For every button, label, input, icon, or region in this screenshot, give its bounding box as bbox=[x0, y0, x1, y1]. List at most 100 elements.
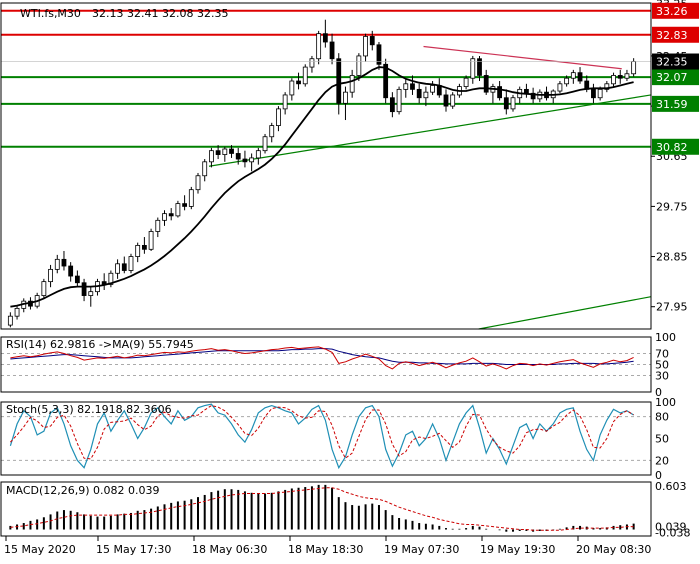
candle-body[interactable] bbox=[74, 275, 80, 284]
candle-body[interactable] bbox=[477, 58, 482, 76]
candle-body[interactable] bbox=[322, 33, 328, 43]
trendline[interactable] bbox=[208, 94, 652, 167]
candle-body[interactable] bbox=[141, 245, 147, 250]
rsi-tick-label: 100 bbox=[655, 331, 676, 344]
trendline[interactable] bbox=[423, 45, 622, 70]
price-panel[interactable]: 32.4531.5530.6529.7528.8527.9533.2533.26… bbox=[1, 0, 699, 330]
candle-body[interactable] bbox=[343, 91, 348, 104]
candle-body[interactable] bbox=[115, 263, 120, 274]
candle-body[interactable] bbox=[416, 88, 422, 99]
candle-body[interactable] bbox=[470, 58, 476, 79]
candle-body[interactable] bbox=[175, 203, 181, 217]
candle-body[interactable] bbox=[108, 272, 114, 285]
last-price-tag bbox=[652, 53, 699, 70]
candle-body[interactable] bbox=[148, 231, 154, 250]
candle-body[interactable] bbox=[215, 150, 221, 155]
candle-body[interactable] bbox=[617, 75, 623, 79]
candle-body[interactable] bbox=[316, 33, 322, 60]
stoch-tick-label: 100 bbox=[655, 396, 676, 409]
candle-body[interactable] bbox=[121, 263, 127, 271]
candle-body[interactable] bbox=[597, 88, 603, 99]
candle-body[interactable] bbox=[269, 125, 275, 138]
candle-body[interactable] bbox=[242, 158, 248, 163]
candle-body[interactable] bbox=[510, 97, 516, 110]
candle-body[interactable] bbox=[410, 83, 415, 90]
candle-body[interactable] bbox=[530, 92, 536, 100]
candle-body[interactable] bbox=[309, 58, 315, 68]
candle-body[interactable] bbox=[188, 189, 194, 207]
candle-body[interactable] bbox=[403, 83, 409, 90]
candle-body[interactable] bbox=[168, 213, 174, 217]
candle-body[interactable] bbox=[591, 88, 596, 99]
price-level-tag bbox=[652, 138, 699, 155]
time-tick-label: 19 May 07:30 bbox=[384, 543, 459, 556]
stochastic-panel[interactable]: 100 80 50 20 0 bbox=[1, 396, 676, 482]
candle-body[interactable] bbox=[229, 148, 234, 154]
macd-panel[interactable]: 0.603 0.039-0.038 bbox=[9, 480, 690, 539]
candle-body[interactable] bbox=[255, 150, 261, 159]
candle-body[interactable] bbox=[396, 88, 402, 113]
candle-body[interactable] bbox=[443, 94, 449, 107]
candle-body[interactable] bbox=[524, 88, 529, 94]
candle-body[interactable] bbox=[376, 44, 382, 65]
candle-body[interactable] bbox=[349, 75, 355, 93]
candle-body[interactable] bbox=[41, 281, 47, 296]
candle-body[interactable] bbox=[624, 73, 630, 79]
candle-body[interactable] bbox=[483, 75, 489, 93]
candle-body[interactable] bbox=[155, 219, 161, 232]
candle-body[interactable] bbox=[81, 282, 87, 296]
candle-body[interactable] bbox=[202, 161, 208, 177]
candle-body[interactable] bbox=[430, 85, 435, 93]
candle-body[interactable] bbox=[276, 108, 281, 126]
candle-body[interactable] bbox=[383, 63, 389, 99]
candle-body[interactable] bbox=[249, 157, 255, 163]
candle-body[interactable] bbox=[423, 91, 429, 99]
candle-body[interactable] bbox=[128, 256, 134, 271]
candle-body[interactable] bbox=[54, 258, 60, 270]
candle-body[interactable] bbox=[604, 83, 610, 90]
candle-body[interactable] bbox=[564, 77, 570, 85]
candle-body[interactable] bbox=[577, 72, 583, 82]
candle-body[interactable] bbox=[570, 72, 576, 79]
candle-body[interactable] bbox=[135, 245, 141, 257]
candle-body[interactable] bbox=[88, 291, 94, 296]
candle-body[interactable] bbox=[235, 153, 241, 160]
candle-body[interactable] bbox=[557, 83, 563, 92]
rsi-tick-label: 0 bbox=[655, 386, 662, 399]
candle-body[interactable] bbox=[289, 80, 295, 96]
candle-body[interactable] bbox=[336, 58, 342, 104]
candle-body[interactable] bbox=[503, 97, 509, 110]
candle-body[interactable] bbox=[14, 307, 20, 317]
candle-body[interactable] bbox=[497, 86, 503, 99]
candle-body[interactable] bbox=[209, 150, 214, 163]
candle-body[interactable] bbox=[611, 75, 616, 85]
candle-body[interactable] bbox=[48, 268, 53, 283]
candle-body[interactable] bbox=[222, 148, 228, 155]
candle-body[interactable] bbox=[7, 315, 13, 326]
candle-body[interactable] bbox=[329, 41, 335, 60]
stoch-k-line bbox=[9, 403, 634, 470]
stoch-tick-label: 80 bbox=[655, 411, 669, 424]
candle-body[interactable] bbox=[162, 213, 167, 221]
candle-body[interactable] bbox=[369, 36, 375, 46]
candle-body[interactable] bbox=[282, 94, 288, 110]
candle-body[interactable] bbox=[262, 136, 268, 152]
candle-body[interactable] bbox=[363, 36, 368, 57]
trendline[interactable] bbox=[478, 296, 652, 330]
time-tick-label: 18 May 18:30 bbox=[288, 543, 363, 556]
candle-body[interactable] bbox=[302, 66, 308, 85]
candle-body[interactable] bbox=[61, 258, 67, 267]
candle-body[interactable] bbox=[356, 55, 362, 76]
macd-signal-line bbox=[10, 487, 634, 531]
candle-body[interactable] bbox=[182, 203, 188, 207]
candle-body[interactable] bbox=[389, 97, 395, 113]
candle-body[interactable] bbox=[631, 61, 637, 75]
candle-body[interactable] bbox=[68, 265, 74, 277]
candle-body[interactable] bbox=[195, 175, 201, 191]
candle-body[interactable] bbox=[296, 80, 301, 85]
candle-body[interactable] bbox=[450, 94, 456, 107]
candle-body[interactable] bbox=[463, 77, 469, 87]
